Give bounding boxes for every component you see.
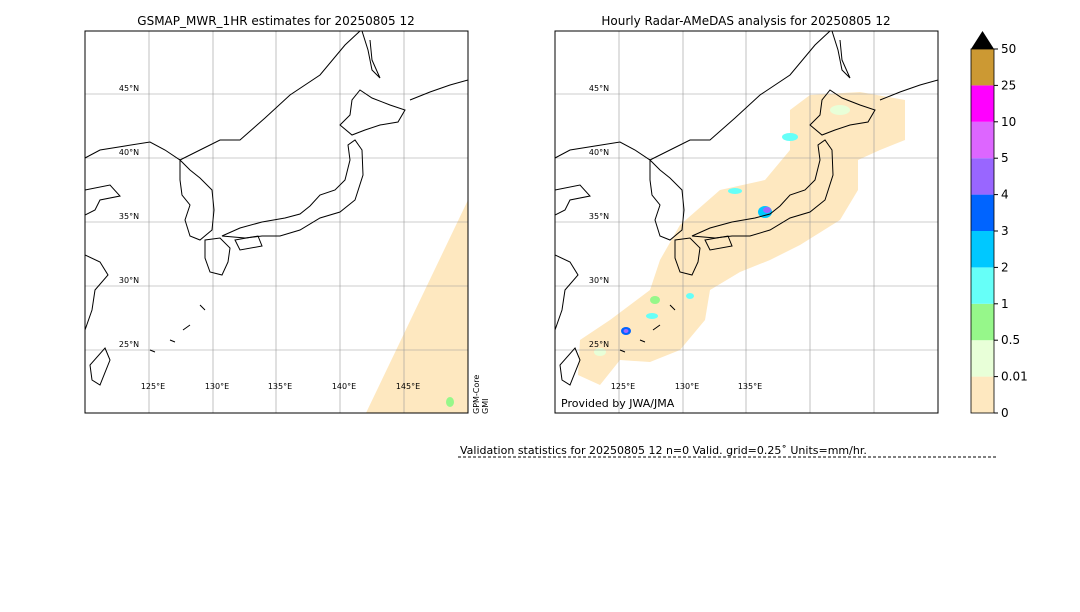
grid bbox=[555, 31, 938, 413]
colorbar-segment bbox=[971, 158, 994, 195]
lat-label: 40°N bbox=[119, 148, 139, 157]
map-frame bbox=[554, 30, 939, 414]
lat-label: 45°N bbox=[589, 84, 609, 93]
geo-labels: 45°N 40°N 35°N 30°N 25°N 125°E 130°E 135°E 140°E… bbox=[119, 84, 420, 391]
grid bbox=[85, 31, 468, 413]
lat-label: 25°N bbox=[589, 340, 609, 349]
colorbar-segment bbox=[971, 376, 994, 413]
colorbar-label: 1 bbox=[1001, 297, 1009, 311]
lon-label: 135°E bbox=[738, 382, 762, 391]
colorbar-segment bbox=[971, 303, 994, 341]
lat-label: 45°N bbox=[119, 84, 139, 93]
colorbar-label: 0 bbox=[1001, 406, 1009, 420]
colorbar: 0 0.01 0.5 1 2 3 4 5 10 25 50 bbox=[970, 31, 1028, 420]
lon-label: 125°E bbox=[611, 382, 635, 391]
colorbar-segment bbox=[971, 231, 994, 268]
colorbar-segment bbox=[971, 194, 994, 231]
satellite-label: GMI bbox=[481, 399, 490, 414]
colorbar-segment bbox=[971, 121, 994, 159]
map bbox=[555, 31, 938, 413]
colorbar-extension bbox=[971, 31, 994, 49]
lon-label: 125°E bbox=[141, 382, 165, 391]
colorbar-label: 0.01 bbox=[1001, 370, 1028, 384]
colorbar-label: 10 bbox=[1001, 115, 1016, 129]
geo-labels: 45°N 40°N 35°N 30°N 25°N 125°E 130°E 135°E bbox=[589, 84, 762, 391]
lat-label: 35°N bbox=[119, 212, 139, 221]
lon-label: 140°E bbox=[332, 382, 356, 391]
map-frame bbox=[84, 30, 469, 414]
lon-label: 130°E bbox=[205, 382, 229, 391]
colorbar-label: 4 bbox=[1001, 188, 1009, 202]
lat-label: 30°N bbox=[589, 276, 609, 285]
satellite-label: GPM-Core bbox=[472, 375, 481, 414]
map bbox=[85, 31, 468, 413]
panel-title: GSMAP_MWR_1HR estimates for 20250805 12 bbox=[137, 14, 414, 28]
precip-field bbox=[578, 92, 905, 385]
lat-label: 25°N bbox=[119, 340, 139, 349]
colorbar-segment bbox=[971, 267, 994, 304]
lon-label: 145°E bbox=[396, 382, 420, 391]
colorbar-segment bbox=[971, 340, 994, 377]
validation-text: Validation statistics for 20250805 12 n=… bbox=[460, 444, 867, 457]
colorbar-label: 25 bbox=[1001, 78, 1016, 92]
colorbar-label: 50 bbox=[1001, 42, 1016, 56]
colorbar-label: 3 bbox=[1001, 224, 1009, 238]
lon-label: 130°E bbox=[675, 382, 699, 391]
colorbar-segment bbox=[971, 49, 994, 86]
precip-area bbox=[366, 200, 468, 413]
colorbar-label: 5 bbox=[1001, 151, 1009, 165]
colorbar-label: 2 bbox=[1001, 260, 1009, 274]
precip-area bbox=[446, 397, 454, 407]
lat-label: 35°N bbox=[589, 212, 609, 221]
colorbar-segment bbox=[971, 85, 994, 122]
lat-label: 30°N bbox=[119, 276, 139, 285]
lat-label: 40°N bbox=[589, 148, 609, 157]
credit: Provided by JWA/JMA bbox=[561, 397, 675, 410]
colorbar-label: 0.5 bbox=[1001, 333, 1020, 347]
lon-label: 135°E bbox=[268, 382, 292, 391]
panel-title: Hourly Radar-AMeDAS analysis for 2025080… bbox=[601, 14, 890, 28]
